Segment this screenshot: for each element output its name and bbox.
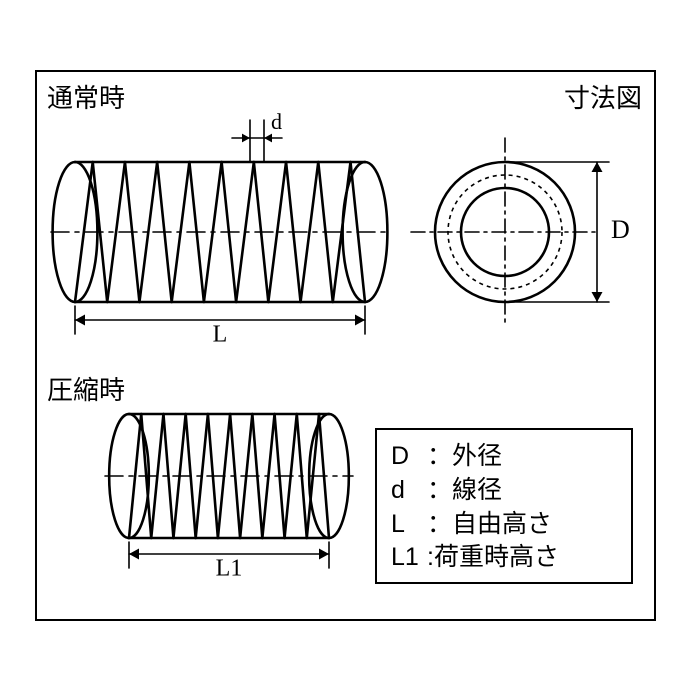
legend-desc-D: 外径: [452, 440, 502, 474]
page-root: 通常時 寸法図 圧縮時 dLDL1 D ： 外径 d ： 線径 L ： 自由高さ…: [0, 0, 691, 691]
legend-box: D ： 外径 d ： 線径 L ： 自由高さ L1 : 荷重時高さ: [375, 428, 633, 584]
legend-row-D: D ： 外径: [391, 440, 617, 474]
legend-sep-L: ：: [427, 508, 452, 542]
legend-sym-L: L: [391, 508, 427, 542]
legend-sep-L1: :: [427, 541, 434, 575]
svg-text:L: L: [213, 322, 228, 348]
diagram-image-area: 通常時 寸法図 圧縮時 dLDL1 D ： 外径 d ： 線径 L ： 自由高さ…: [35, 70, 656, 621]
legend-desc-L: 自由高さ: [452, 508, 552, 542]
legend-sep-D: ：: [427, 440, 452, 474]
svg-text:d: d: [271, 109, 282, 134]
legend-sep-d: ：: [427, 474, 452, 508]
svg-text:D: D: [611, 215, 630, 244]
svg-text:L1: L1: [216, 556, 243, 582]
legend-sym-D: D: [391, 440, 427, 474]
legend-sym-L1: L1: [391, 541, 427, 575]
legend-sym-d: d: [391, 474, 427, 508]
legend-row-L1: L1 : 荷重時高さ: [391, 541, 617, 575]
legend-row-L: L ： 自由高さ: [391, 508, 617, 542]
legend-desc-L1: 荷重時高さ: [434, 541, 559, 575]
legend-desc-d: 線径: [452, 474, 502, 508]
legend-row-d: d ： 線径: [391, 474, 617, 508]
